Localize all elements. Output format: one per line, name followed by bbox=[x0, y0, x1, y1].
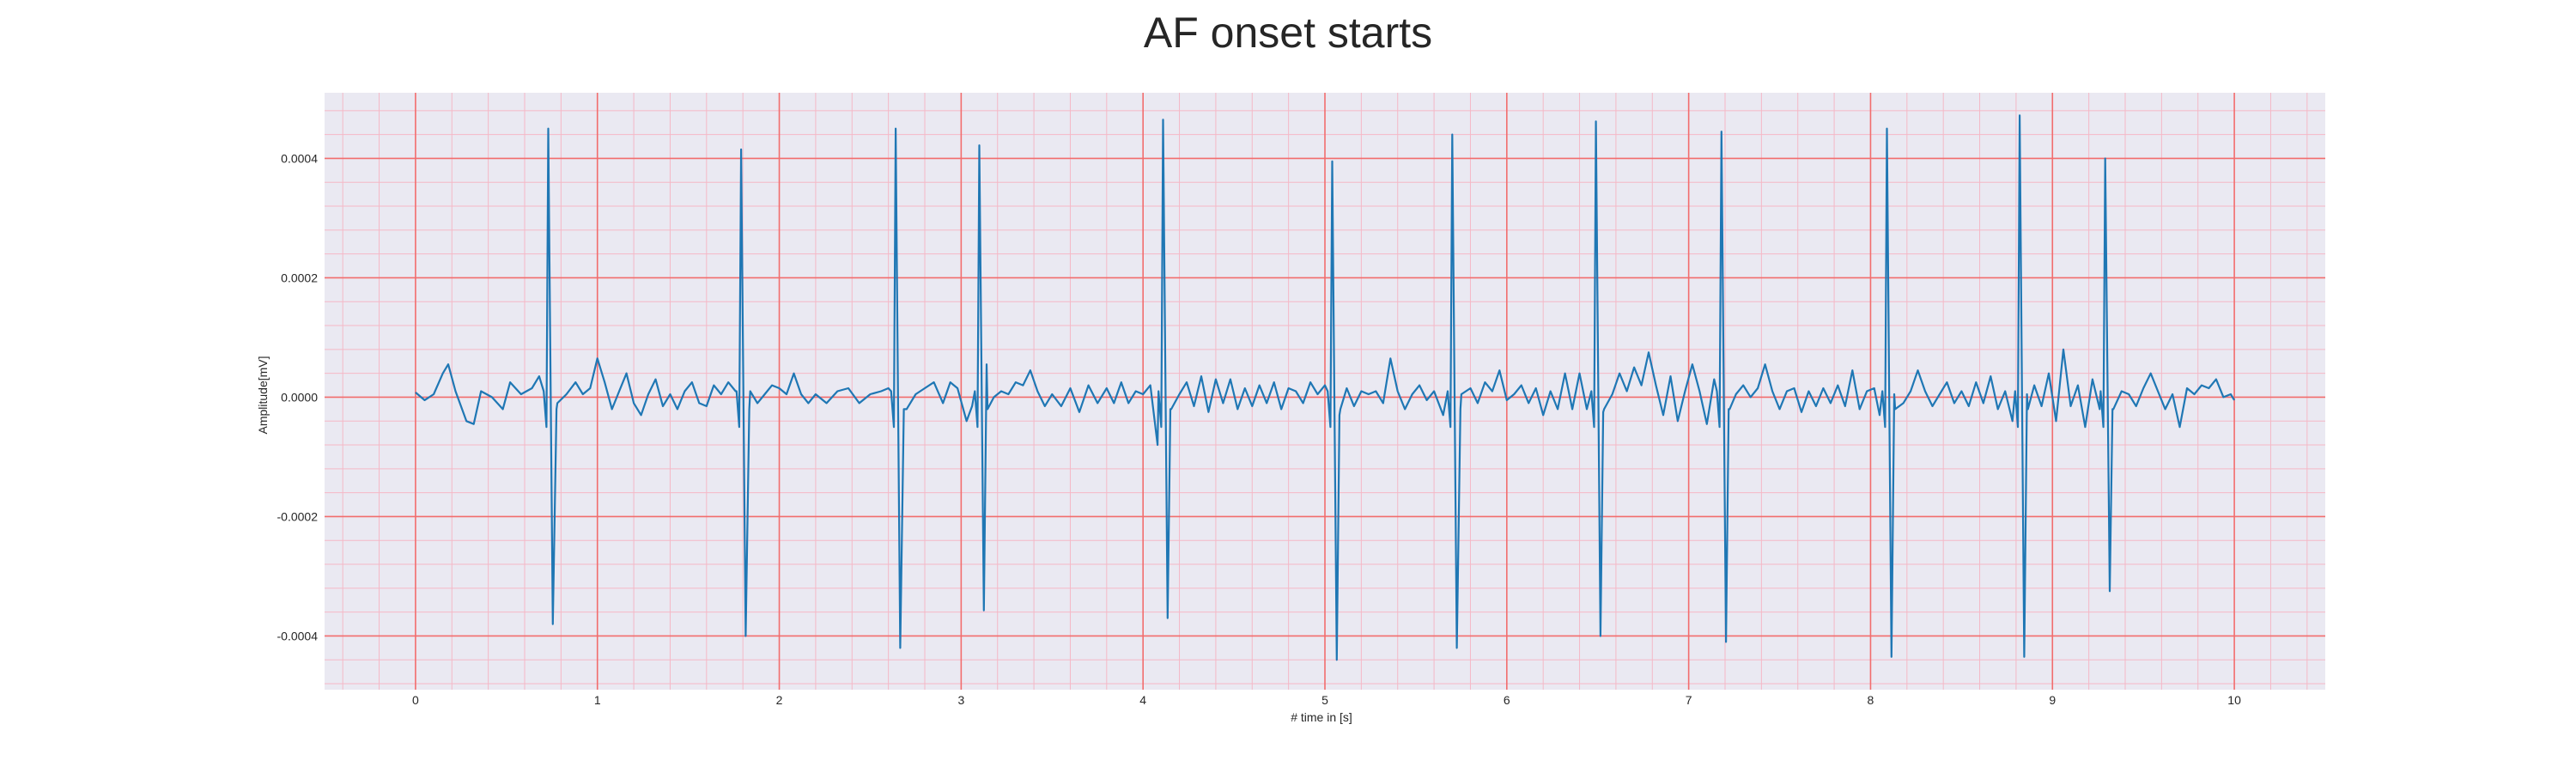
y-tick-label: 0.0000 bbox=[281, 390, 318, 404]
y-tick-label: -0.0002 bbox=[277, 509, 319, 523]
major-grid bbox=[325, 93, 2325, 690]
x-tick-label: 1 bbox=[594, 693, 601, 707]
x-axis-label: # time in [s] bbox=[1291, 710, 1352, 724]
y-tick-label: 0.0004 bbox=[281, 151, 318, 165]
x-tick-label: 4 bbox=[1139, 693, 1146, 707]
x-axis-ticks: 0 1 2 3 4 5 6 7 8 9 10 bbox=[412, 693, 2241, 707]
chart-title: AF onset starts bbox=[1144, 9, 1432, 57]
y-axis-ticks: -0.0004 -0.0002 0.0000 0.0002 0.0004 bbox=[277, 151, 319, 642]
x-tick-label: 6 bbox=[1504, 693, 1510, 707]
x-tick-label: 5 bbox=[1321, 693, 1328, 707]
y-tick-label: 0.0002 bbox=[281, 271, 318, 284]
ecg-signal-line bbox=[415, 114, 2236, 661]
x-tick-label: 8 bbox=[1868, 693, 1874, 707]
x-tick-label: 10 bbox=[2227, 693, 2241, 707]
x-tick-label: 9 bbox=[2049, 693, 2056, 707]
y-axis-label: Amplitude[mV] bbox=[256, 356, 270, 434]
y-tick-label: -0.0004 bbox=[277, 629, 319, 642]
x-tick-label: 2 bbox=[776, 693, 783, 707]
x-tick-label: 0 bbox=[412, 693, 419, 707]
x-tick-label: 7 bbox=[1686, 693, 1692, 707]
x-tick-label: 3 bbox=[957, 693, 964, 707]
